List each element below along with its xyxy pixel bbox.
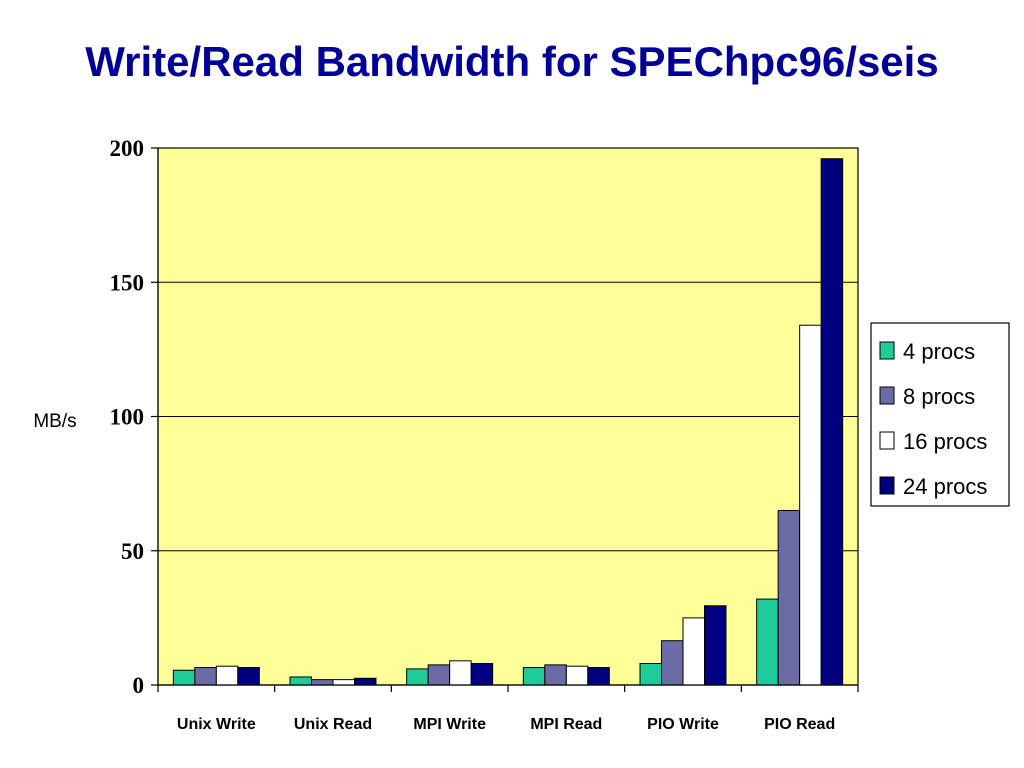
y-tick-label: 50 [121,539,144,564]
legend-label: 4 procs [903,339,975,364]
x-category-label: PIO Read [764,716,835,733]
bar [332,679,355,686]
x-category-label: Unix Write [177,716,256,733]
legend-label: 16 procs [903,429,987,454]
bar [172,669,196,686]
x-category-label: MPI Read [530,716,602,733]
gridlines [158,281,858,552]
y-tick-label: 0 [133,673,145,698]
bar [406,668,429,686]
bar [194,667,217,686]
bar [470,663,494,686]
y-tick-labels: 0 50 100 150 200 [110,136,145,698]
axes [151,147,859,692]
bar [661,640,684,686]
slide-title: Write/Read Bandwidth for SPEChpc96/seis [85,38,939,85]
bar [449,660,472,686]
bar [682,617,705,686]
bar [639,663,662,686]
bar [799,324,822,686]
x-category-label: Unix Read [294,716,372,733]
bar [215,665,239,686]
legend-label: 8 procs [903,384,975,409]
y-tick-label: 150 [110,270,145,295]
bar [311,679,334,686]
bar [522,667,546,686]
bar [777,509,801,686]
legend: 4 procs 8 procs 16 procs 24 procs [870,322,1010,507]
x-category-label: MPI Write [413,716,486,733]
bar [704,605,727,686]
y-axis-label: MB/s [33,411,76,432]
y-tick-label: 100 [110,405,145,430]
bar [587,667,610,686]
bar [565,665,589,686]
legend-label: 24 procs [903,474,987,499]
y-tick-label: 200 [110,136,145,161]
legend-swatch [879,341,895,360]
x-category-labels: Unix Write Unix Read MPI Write MPI Read PIO … [177,716,835,733]
bar [820,158,844,686]
bar [544,664,567,686]
legend-swatch [879,386,895,405]
x-category-label: PIO Write [647,716,719,733]
bar [756,598,779,686]
legend-swatch [879,476,895,495]
bars [172,158,844,686]
legend-swatch [879,431,895,450]
bar [237,667,260,686]
bar [289,676,312,686]
bar [427,664,451,686]
bar [354,677,377,686]
